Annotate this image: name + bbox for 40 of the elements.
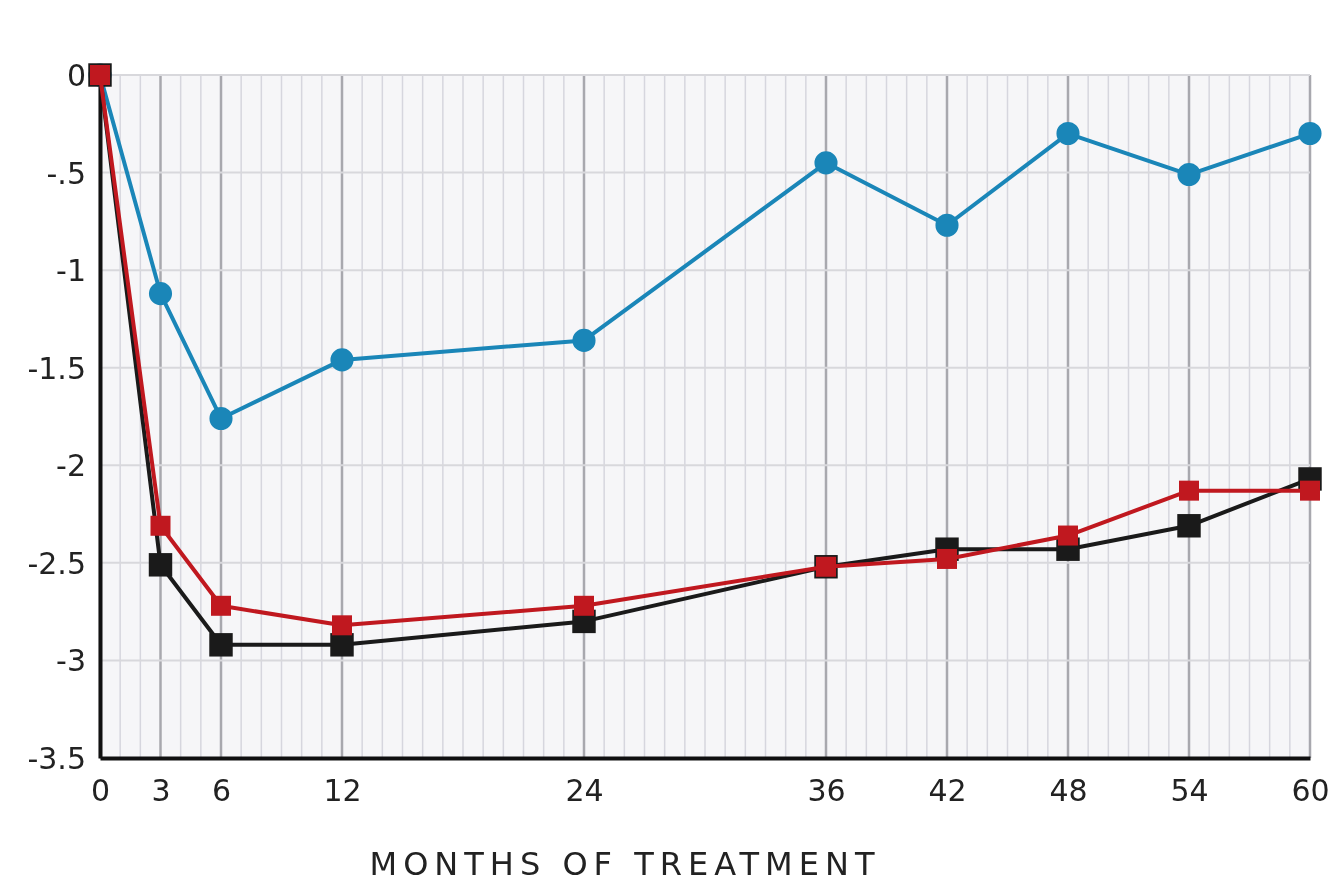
- point: [935, 213, 959, 237]
- point: [209, 406, 233, 430]
- x-axis-title: MONTHS OF TREATMENT: [369, 845, 881, 883]
- y-tick-label: -1.5: [27, 350, 86, 386]
- point: [330, 348, 354, 372]
- y-tick-label: -2: [56, 448, 86, 484]
- x-tick-label: 54: [1170, 773, 1209, 809]
- point: [572, 328, 596, 352]
- x-tick-label: 3: [151, 773, 171, 809]
- point: [1179, 480, 1199, 501]
- y-tick-label: -1: [56, 253, 86, 289]
- x-tick-label: 24: [565, 773, 604, 809]
- point: [1300, 480, 1320, 501]
- point: [1056, 122, 1080, 146]
- point: [574, 595, 594, 616]
- y-tick-label: -.5: [46, 155, 86, 191]
- point: [814, 151, 838, 175]
- y-tick-label: -3.5: [27, 741, 86, 776]
- point: [1177, 162, 1201, 187]
- point: [1177, 514, 1201, 538]
- x-tick-label: 0: [90, 773, 111, 809]
- y-tick-label: -3: [56, 643, 86, 679]
- x-tick-label: 42: [928, 773, 967, 809]
- point: [330, 633, 354, 657]
- x-tick-label: 6: [211, 773, 232, 809]
- point: [937, 548, 957, 569]
- point: [1298, 122, 1322, 146]
- point: [150, 515, 171, 536]
- y-tick-label: 0: [66, 58, 86, 93]
- point: [332, 615, 352, 636]
- y-tick-label: -2.5: [27, 545, 86, 581]
- point: [1058, 525, 1078, 546]
- x-tick-label: 36: [807, 773, 846, 809]
- point: [211, 595, 231, 616]
- x-tick-label: 12: [323, 773, 362, 809]
- point: [209, 633, 233, 657]
- point: [148, 553, 173, 577]
- x-tick-label: 48: [1049, 773, 1088, 809]
- x-tick-label: 60: [1291, 773, 1330, 809]
- point: [148, 282, 173, 306]
